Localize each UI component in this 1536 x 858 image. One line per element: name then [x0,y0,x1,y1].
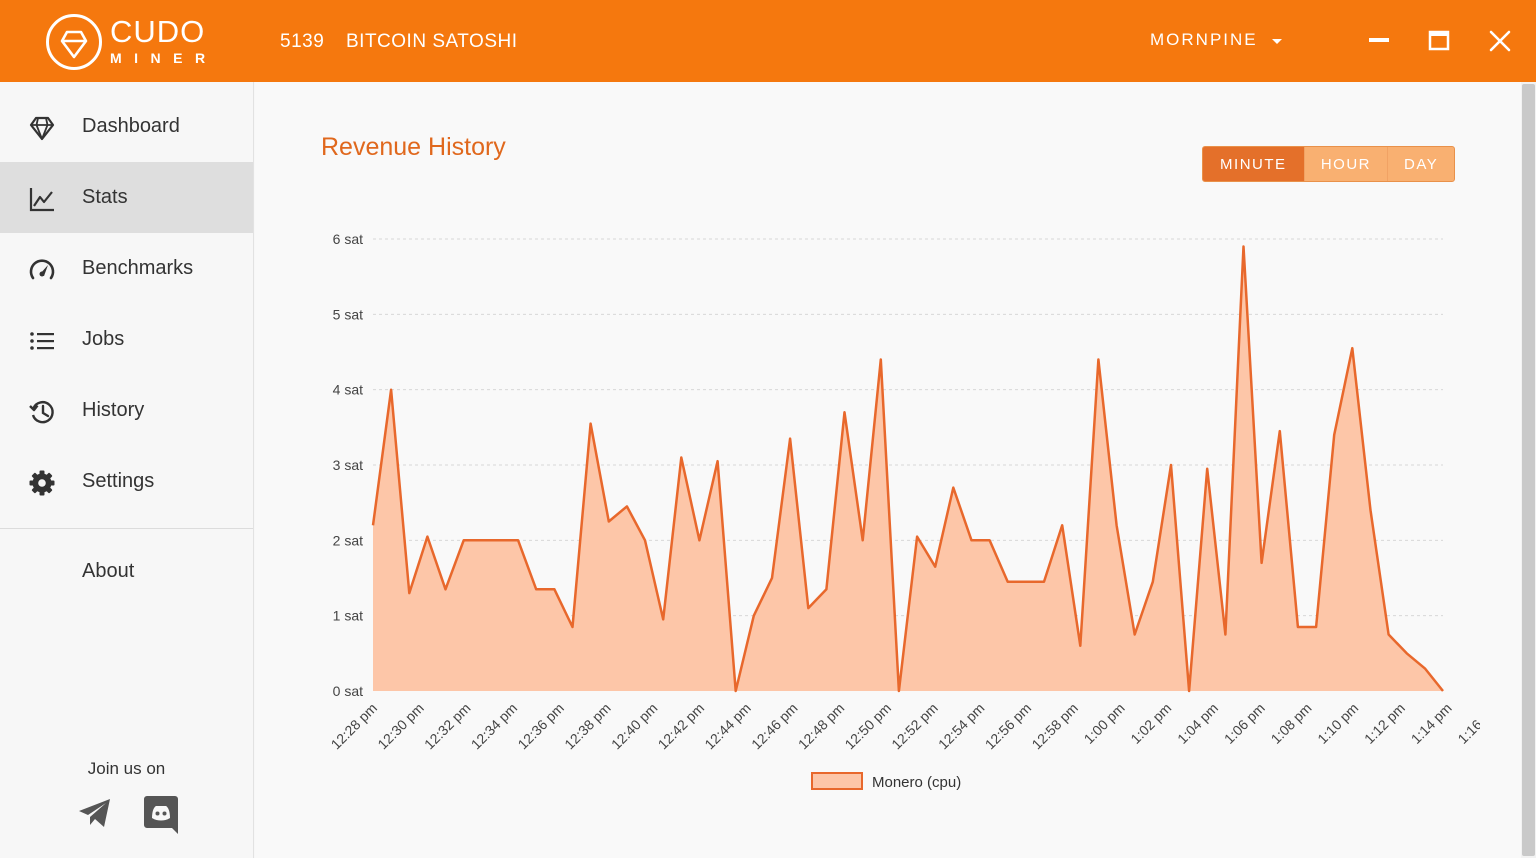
x-tick-label: 1:00 pm [1081,700,1128,747]
username: MORNPINE [1150,30,1258,49]
range-hour-button[interactable]: HOUR [1303,147,1388,181]
range-day-button[interactable]: DAY [1387,147,1454,181]
x-tick-label: 12:34 pm [468,700,521,753]
y-tick-label: 5 sat [333,306,363,322]
x-tick-label: 1:16 pm [1454,700,1480,747]
title-bar: CUDO MINER 5139 BITCOIN SATOSHI MORNPINE [0,0,1536,82]
y-tick-label: 4 sat [333,382,363,398]
y-tick-label: 1 sat [333,608,363,624]
sidebar-item-stats[interactable]: Stats [0,162,253,233]
scrollbar-thumb[interactable] [1522,84,1535,856]
logo-word-miner: MINER [110,50,218,66]
cudo-diamond-logo-icon [46,14,102,70]
list-icon [30,332,54,350]
balance-unit: BITCOIN SATOSHI [346,31,518,52]
about-link[interactable]: About [82,560,135,582]
legend-swatch-monero [811,772,863,790]
logo-word-cudo: CUDO [110,14,206,49]
sidebar-item-dashboard[interactable]: Dashboard [0,91,253,162]
x-tick-label: 12:36 pm [514,700,567,753]
x-tick-label: 12:30 pm [374,700,427,753]
legend-label-monero: Monero (cpu) [872,774,961,791]
sidebar-item-label: History [82,399,145,421]
sidebar-item-benchmarks[interactable]: Benchmarks [0,233,253,304]
gear-icon [29,470,55,496]
join-us-label: Join us on [87,759,166,778]
x-tick-label: 12:28 pm [328,700,381,753]
sidebar-item-label: Stats [82,186,128,208]
sidebar-item-label: Dashboard [82,115,180,137]
sidebar-item-settings[interactable]: Settings [0,446,253,517]
x-tick-label: 12:56 pm [982,700,1035,753]
user-menu-dropdown[interactable]: MORNPINE [1150,30,1282,50]
y-tick-label: 2 sat [333,532,363,548]
discord-icon [144,796,178,834]
x-tick-label: 1:04 pm [1174,700,1221,747]
x-tick-label: 12:46 pm [748,700,801,753]
x-tick-label: 12:38 pm [561,700,614,753]
close-icon [1489,30,1511,52]
speedometer-icon [29,259,55,280]
diamond-icon [29,116,55,141]
range-minute-button[interactable]: MINUTE [1203,147,1304,181]
sidebar: Dashboard Stats Benchmarks Jobs History [0,82,254,858]
close-button[interactable] [1483,24,1517,58]
x-tick-label: 12:58 pm [1028,700,1081,753]
sidebar-item-label: Settings [82,470,155,492]
series-area-monero [373,246,1443,691]
y-tick-label: 6 sat [333,231,363,247]
time-range-toggle: MINUTE HOUR DAY [1202,146,1455,182]
minimize-icon [1369,38,1389,42]
x-tick-label: 1:10 pm [1314,700,1361,747]
x-tick-label: 1:12 pm [1361,700,1408,747]
x-tick-label: 12:50 pm [841,700,894,753]
x-tick-label: 12:42 pm [655,700,708,753]
x-tick-label: 1:06 pm [1221,700,1268,747]
telegram-link[interactable] [77,795,113,831]
discord-link[interactable] [142,794,180,836]
x-tick-label: 12:54 pm [935,700,988,753]
sidebar-item-jobs[interactable]: Jobs [0,304,253,375]
sidebar-divider [0,528,253,529]
x-tick-label: 12:44 pm [701,700,754,753]
minimize-button[interactable] [1362,24,1396,58]
maximize-icon [1428,30,1450,51]
maximize-button[interactable] [1422,24,1456,58]
history-icon [29,401,54,424]
x-tick-label: 1:02 pm [1127,700,1174,747]
x-tick-label: 1:14 pm [1408,700,1455,747]
line-chart-icon [29,188,54,212]
chart-legend[interactable]: Monero (cpu) [811,772,961,791]
x-tick-label: 12:40 pm [608,700,661,753]
page-title: Revenue History [321,133,506,161]
revenue-history-chart: 0 sat 1 sat 2 sat 3 sat 4 sat 5 sat 6 sat 12:2… [328,231,1480,791]
x-tick-label: 12:52 pm [888,700,941,753]
sidebar-item-history[interactable]: History [0,375,253,446]
sidebar-item-label: Benchmarks [82,257,194,279]
x-tick-label: 12:48 pm [795,700,848,753]
cudo-miner-logo: CUDO MINER [46,12,226,70]
y-tick-label: 0 sat [333,683,363,699]
series-line-monero [371,245,1444,693]
sidebar-item-label: Jobs [82,328,125,350]
y-tick-label: 3 sat [333,457,363,473]
x-tick-label: 1:08 pm [1268,700,1315,747]
balance-amount: 5139 [280,31,325,52]
x-tick-label: 12:32 pm [421,700,474,753]
caret-down-icon [1271,38,1282,44]
telegram-icon [79,799,110,827]
